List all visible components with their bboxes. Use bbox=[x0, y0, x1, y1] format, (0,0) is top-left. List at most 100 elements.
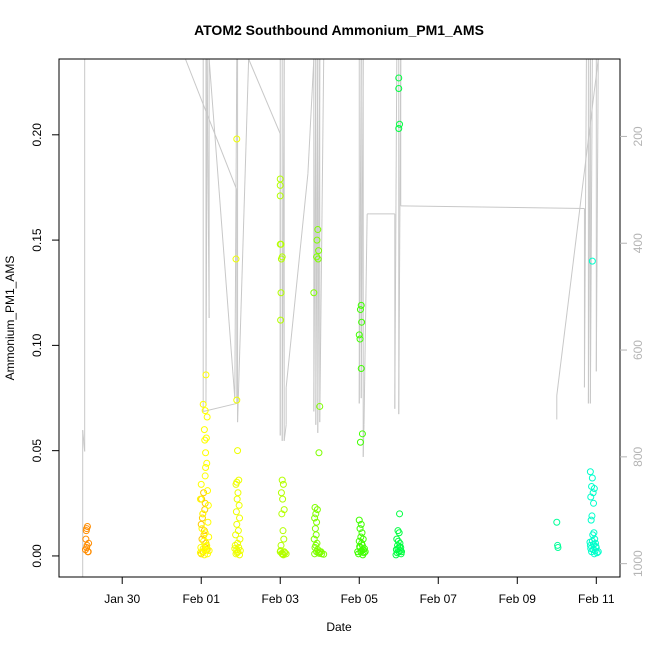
x-tick-label: Feb 11 bbox=[578, 592, 615, 606]
data-point bbox=[554, 544, 562, 552]
data-point bbox=[395, 84, 403, 92]
data-point bbox=[586, 468, 594, 476]
data-point bbox=[232, 480, 240, 488]
data-point bbox=[205, 533, 213, 541]
data-point bbox=[233, 396, 241, 404]
data-point bbox=[203, 413, 211, 421]
data-point bbox=[200, 551, 208, 559]
data-point bbox=[279, 495, 287, 503]
data-point bbox=[204, 501, 212, 509]
data-point bbox=[204, 487, 212, 495]
data-point bbox=[199, 400, 207, 408]
data-point bbox=[201, 506, 209, 514]
altitude-line-segment bbox=[595, 58, 599, 372]
y-axis-label: Ammonium_PM1_AMS bbox=[3, 256, 17, 381]
data-point bbox=[203, 459, 211, 467]
x-axis-label: Date bbox=[326, 620, 352, 634]
data-point bbox=[591, 535, 599, 543]
data-point bbox=[277, 255, 285, 263]
data-point bbox=[359, 551, 367, 559]
data-point bbox=[310, 289, 318, 297]
data-point bbox=[590, 485, 598, 493]
data-point bbox=[313, 253, 321, 261]
data-point bbox=[202, 434, 210, 442]
data-point bbox=[201, 529, 209, 537]
altitude-line-segment bbox=[394, 58, 398, 409]
data-point bbox=[312, 531, 320, 539]
data-point bbox=[587, 516, 595, 524]
axes-layer: 0.00 0.05 0.10 0.15 0.20 Jan 30 Feb 01 Feb 03 Fe… bbox=[30, 58, 645, 606]
data-point bbox=[233, 520, 241, 528]
data-point bbox=[315, 549, 323, 557]
data-point bbox=[586, 538, 594, 546]
data-point bbox=[588, 474, 596, 482]
data-point bbox=[278, 476, 286, 484]
y2-tick-label: 800 bbox=[631, 447, 645, 467]
data-point bbox=[200, 489, 208, 497]
altitude-line-segment bbox=[307, 58, 315, 174]
data-point bbox=[313, 518, 321, 526]
data-point bbox=[314, 226, 322, 234]
data-point bbox=[395, 124, 403, 132]
data-point bbox=[356, 438, 364, 446]
data-point bbox=[278, 549, 286, 557]
data-point bbox=[231, 541, 239, 549]
y-tick-label: 0.15 bbox=[30, 228, 44, 252]
data-point bbox=[590, 499, 598, 507]
data-point bbox=[396, 120, 404, 128]
data-point bbox=[234, 447, 242, 455]
altitude-line-layer bbox=[82, 58, 599, 577]
data-point bbox=[355, 331, 363, 339]
data-point bbox=[204, 518, 212, 526]
data-point bbox=[356, 525, 364, 533]
y2-tick-label: 200 bbox=[631, 126, 645, 146]
data-point bbox=[233, 135, 241, 143]
y-tick-label: 0.05 bbox=[30, 439, 44, 463]
altitude-line-segment bbox=[203, 402, 237, 412]
altitude-line-segment bbox=[319, 58, 325, 423]
data-point bbox=[202, 542, 210, 550]
altitude-line-segment bbox=[283, 424, 287, 441]
data-point bbox=[202, 371, 210, 379]
altitude-line-segment bbox=[234, 58, 238, 399]
data-point bbox=[394, 537, 402, 545]
data-point bbox=[278, 510, 286, 518]
data-point bbox=[553, 518, 561, 526]
data-point bbox=[591, 547, 599, 555]
chart-title: ATOM2 Southbound Ammonium_PM1_AMS bbox=[194, 22, 484, 38]
data-point bbox=[313, 506, 321, 514]
data-point bbox=[200, 426, 208, 434]
data-point bbox=[356, 335, 364, 343]
data-points-layer bbox=[81, 74, 602, 559]
data-point bbox=[276, 192, 284, 200]
data-point bbox=[279, 527, 287, 535]
data-point bbox=[357, 365, 365, 373]
data-point bbox=[279, 480, 287, 488]
data-point bbox=[588, 512, 596, 520]
x-tick-label: Feb 05 bbox=[341, 592, 379, 606]
data-point bbox=[199, 510, 207, 518]
x-tick-label: Feb 07 bbox=[420, 592, 458, 606]
data-point bbox=[232, 508, 240, 516]
data-point bbox=[201, 436, 209, 444]
y-tick-label: 0.10 bbox=[30, 333, 44, 357]
data-point bbox=[236, 514, 244, 522]
data-point bbox=[84, 548, 92, 556]
data-point bbox=[358, 318, 366, 326]
data-point bbox=[198, 514, 206, 522]
data-point bbox=[594, 548, 602, 556]
data-point bbox=[392, 551, 400, 559]
altitude-line-segment bbox=[400, 205, 585, 210]
data-point bbox=[232, 255, 240, 263]
x-tick-label: Jan 30 bbox=[104, 592, 140, 606]
altitude-line-segment bbox=[248, 58, 281, 134]
data-point bbox=[277, 289, 285, 297]
y2-tick-label: 600 bbox=[631, 340, 645, 360]
data-point bbox=[593, 549, 601, 557]
x-tick-label: Feb 03 bbox=[262, 592, 300, 606]
data-point bbox=[312, 510, 320, 518]
altitude-line-segment bbox=[205, 80, 208, 407]
altitude-line-segment bbox=[208, 58, 236, 399]
altitude-line-segment bbox=[583, 58, 587, 388]
